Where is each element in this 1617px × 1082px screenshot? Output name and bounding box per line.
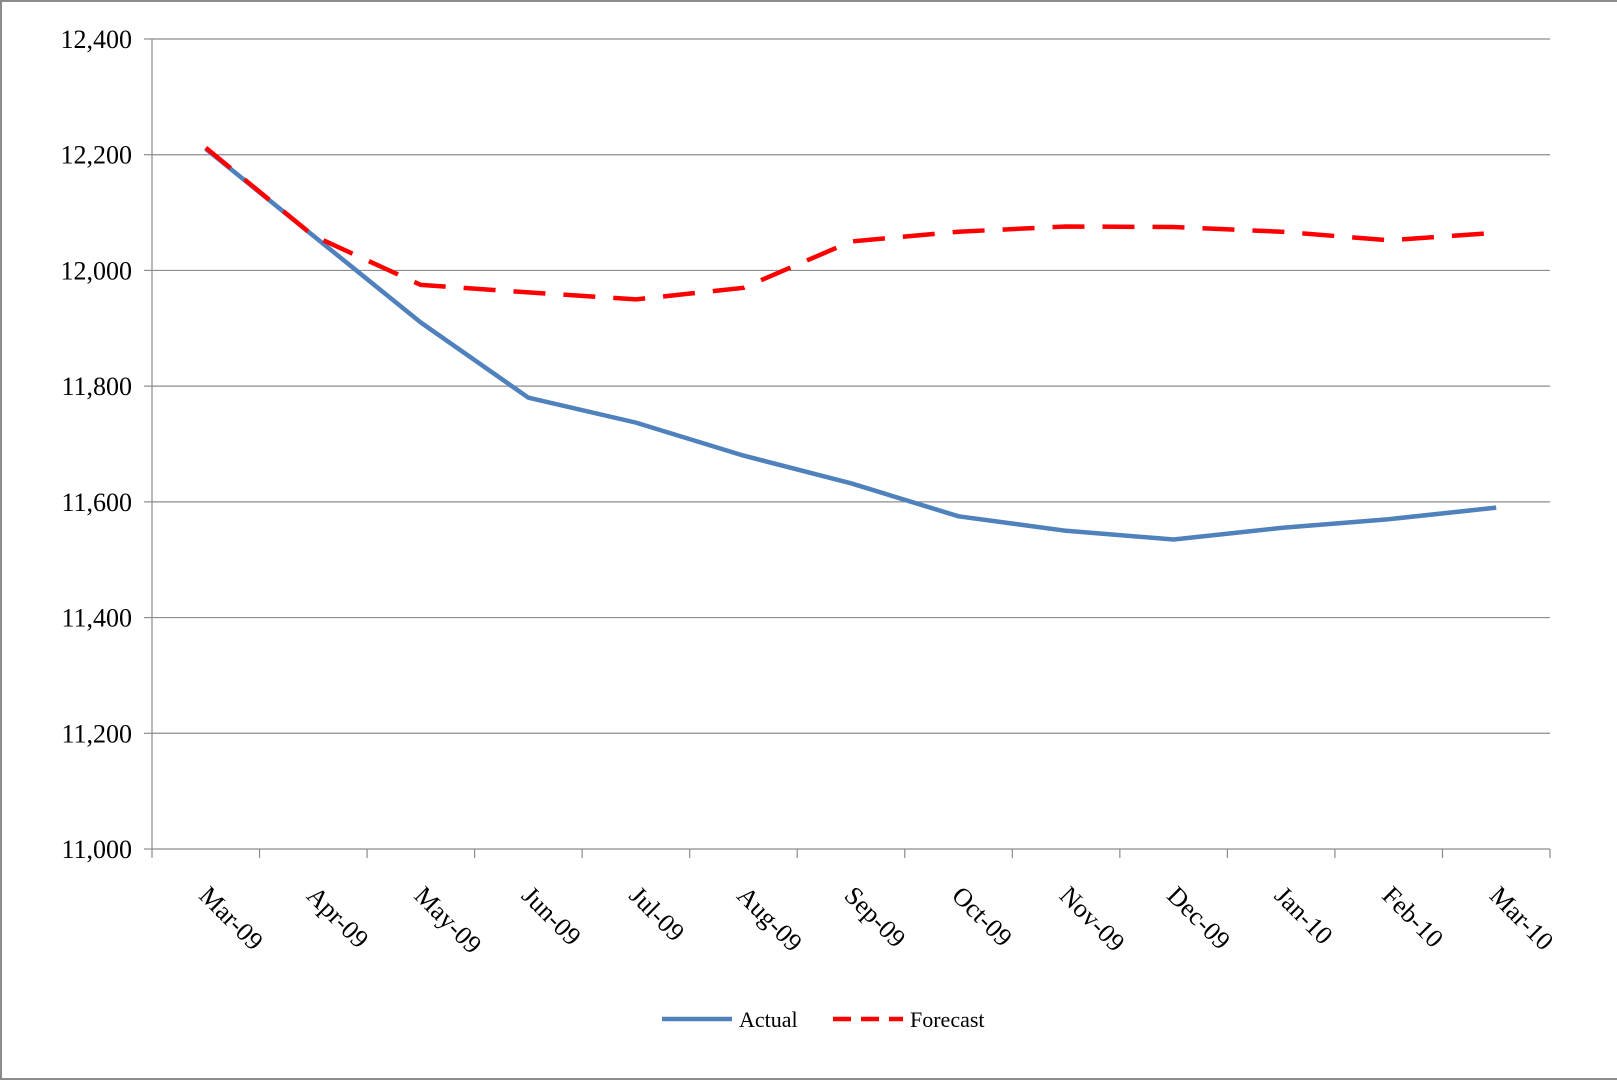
series-line-actual: [204, 147, 1497, 542]
x-tick-label: Feb-10: [1376, 881, 1449, 954]
x-tick-label: Jul-09: [624, 881, 690, 947]
x-tick-label: Mar-10: [1484, 881, 1559, 956]
y-tick-label: 11,600: [61, 488, 132, 517]
x-tick-label: Aug-09: [731, 881, 808, 958]
x-tick-label: Oct-09: [946, 881, 1018, 953]
series-lines: [204, 146, 1497, 542]
x-tick-label: Jun-09: [516, 881, 587, 952]
x-tick-label: Sep-09: [839, 881, 912, 954]
y-tick-label: 12,200: [61, 141, 133, 170]
y-tick-label: 11,400: [61, 604, 132, 633]
series-line-forecast: [204, 146, 1497, 302]
x-tick-labels: Mar-09 Apr-09 May-09 Jun-09 Jul-09 Aug-09 Sep-…: [194, 881, 1560, 960]
x-tick-label: Jan-10: [1269, 881, 1339, 951]
y-tick-label: 12,000: [61, 256, 133, 285]
x-tick-label: Apr-09: [301, 881, 374, 954]
legend-label-actual: Actual: [739, 1007, 798, 1032]
gridlines: [152, 38, 1550, 734]
x-tick-label: May-09: [409, 881, 488, 960]
y-tick-labels: 11,000 11,200 11,400 11,600 11,800 12,000 12,2…: [61, 25, 133, 864]
x-tick-label: Dec-09: [1161, 881, 1236, 956]
y-tick-label: 11,000: [61, 835, 132, 864]
y-tick-label: 11,800: [61, 372, 132, 401]
y-tick-label: 11,200: [61, 719, 132, 748]
x-tick-label: Nov-09: [1054, 881, 1131, 958]
legend: Actual Forecast: [662, 1007, 985, 1032]
legend-label-forecast: Forecast: [910, 1007, 985, 1032]
axes: [144, 38, 1551, 858]
x-tick-label: Mar-09: [194, 881, 269, 956]
y-tick-label: 12,400: [61, 25, 133, 54]
